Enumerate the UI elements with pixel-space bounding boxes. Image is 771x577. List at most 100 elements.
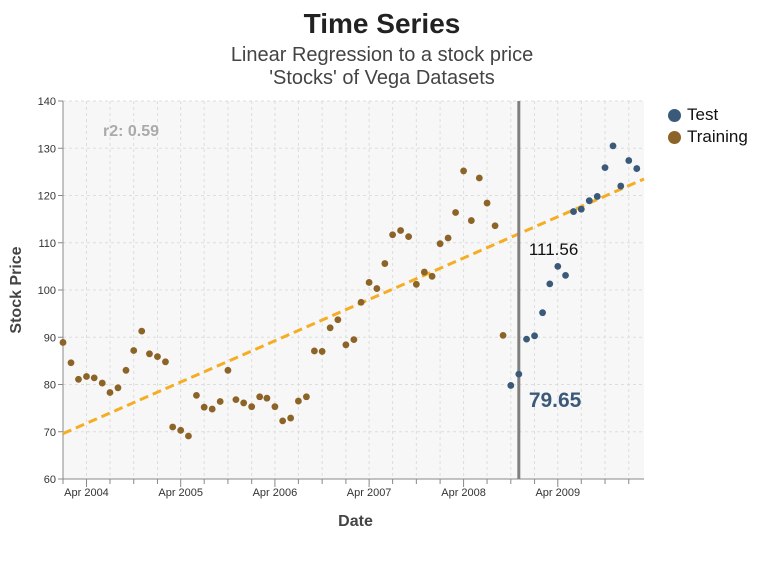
data-point-training (138, 327, 146, 335)
split-value-lower: 79.65 (529, 389, 582, 412)
data-point-test (617, 182, 625, 190)
data-point-test (633, 165, 641, 172)
data-point-test (507, 382, 515, 389)
data-point-training (248, 403, 256, 411)
data-point-training (428, 272, 436, 280)
x-tick-label: Apr 2007 (347, 487, 392, 499)
data-point-training (365, 279, 373, 286)
data-point-test (515, 370, 523, 378)
data-point-test (609, 142, 617, 150)
chart-title: Time Series (303, 8, 461, 39)
data-point-training (154, 353, 161, 361)
data-point-training (200, 403, 208, 411)
data-point-training (146, 350, 153, 358)
data-point-training (397, 227, 405, 234)
chart-subtitle-line1: Linear Regression to a stock price (230, 44, 534, 66)
data-point-training (193, 391, 200, 399)
data-point-training (216, 398, 224, 405)
r2-label: r2: 0.59 (103, 123, 159, 140)
data-point-training (373, 285, 381, 292)
data-point-training (98, 379, 106, 387)
legend-item-training[interactable]: Training (668, 126, 748, 148)
data-point-training (475, 174, 483, 182)
data-point-test (570, 208, 577, 215)
x-tick-label: Apr 2005 (158, 487, 203, 499)
x-tick-label: Apr 2008 (441, 487, 486, 499)
data-point-training (224, 366, 232, 374)
data-point-test (554, 262, 562, 270)
chart-subtitle-line2: 'Stocks' of Vega Datasets (269, 67, 495, 89)
y-tick-label: 60 (44, 474, 56, 486)
data-point-training (318, 348, 326, 355)
x-axis-title: Date (338, 513, 373, 530)
data-point-training (405, 233, 413, 241)
y-tick-label: 100 (38, 285, 56, 297)
data-point-training (326, 324, 334, 332)
data-point-training (491, 222, 499, 230)
data-point-training (122, 366, 130, 374)
data-point-training (83, 373, 90, 380)
data-point-training (499, 331, 507, 339)
y-tick-label: 110 (38, 238, 56, 250)
data-point-test (625, 157, 633, 164)
data-point-training (162, 358, 169, 366)
data-point-training (263, 394, 271, 402)
legend-item-test[interactable]: Test (668, 104, 748, 126)
data-point-training (232, 396, 240, 404)
legend-label-training: Training (687, 127, 748, 146)
y-tick-label: 140 (38, 96, 56, 108)
y-tick-label: 70 (44, 427, 56, 439)
data-point-training (287, 414, 295, 422)
y-tick-label: 80 (44, 380, 56, 392)
data-point-training (294, 397, 302, 405)
data-point-training (452, 209, 459, 216)
legend-swatch-test (668, 108, 681, 122)
y-axis-title: Stock Price (8, 246, 25, 333)
legend-label-test: Test (687, 105, 719, 124)
x-tick-label: Apr 2009 (535, 487, 580, 499)
data-point-test (601, 164, 609, 172)
data-point-training (75, 375, 82, 383)
y-tick-label: 130 (38, 143, 56, 155)
data-point-test (539, 309, 546, 317)
data-point-training (334, 316, 342, 324)
data-point-training (271, 403, 279, 411)
data-point-training (302, 393, 310, 401)
data-point-training (310, 347, 318, 355)
data-point-test (523, 335, 530, 343)
regression-line (62, 177, 645, 436)
data-point-training (256, 393, 264, 401)
data-point-training (114, 384, 122, 392)
x-tick-label: Apr 2004 (64, 487, 109, 499)
data-point-test (562, 271, 569, 279)
data-point-test (546, 280, 554, 288)
data-point-training (169, 423, 177, 431)
data-point-training (357, 298, 365, 306)
data-point-training (177, 426, 185, 434)
y-tick-label: 90 (44, 332, 56, 344)
x-tick-label: Apr 2006 (253, 487, 298, 499)
data-point-training (381, 260, 389, 267)
data-point-training (106, 389, 114, 396)
data-point-training (412, 280, 420, 288)
data-point-training (444, 234, 452, 242)
data-point-training (483, 199, 491, 207)
split-value-upper: 111.56 (529, 240, 578, 259)
data-point-training (279, 417, 287, 425)
data-point-training (59, 339, 67, 346)
data-point-training (460, 167, 467, 175)
data-point-training (467, 217, 475, 224)
data-point-training (130, 347, 138, 354)
data-point-training (342, 341, 350, 349)
data-point-training (350, 336, 358, 344)
data-point-test (585, 197, 593, 205)
data-point-training (208, 405, 216, 413)
y-tick-label: 120 (38, 191, 56, 203)
data-point-training (420, 268, 428, 276)
legend: Test Training (668, 104, 748, 148)
data-point-test (531, 332, 538, 340)
data-point-training (240, 399, 248, 407)
data-point-test (593, 193, 601, 200)
data-point-training (436, 240, 444, 248)
